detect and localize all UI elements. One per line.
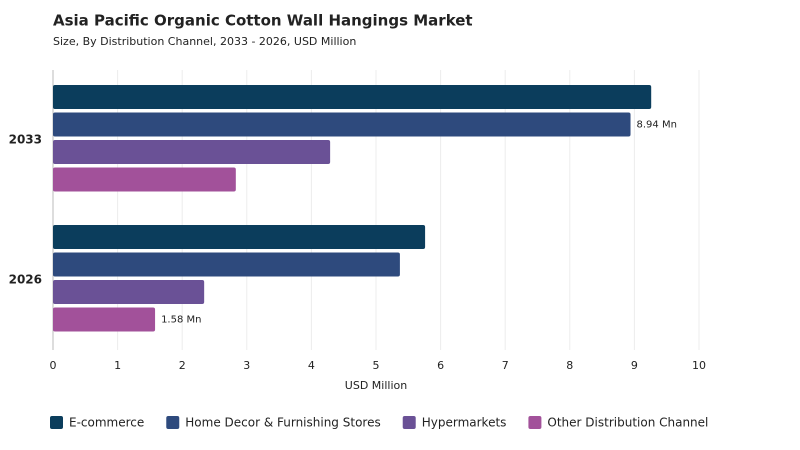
legend-label: Hypermarkets bbox=[422, 416, 507, 430]
data-label: 1.58 Mn bbox=[161, 315, 201, 326]
bar bbox=[53, 307, 156, 332]
bar bbox=[53, 112, 631, 137]
x-tick-label: 6 bbox=[437, 359, 444, 372]
chart-subtitle: Size, By Distribution Channel, 2033 - 20… bbox=[53, 35, 356, 48]
legend-swatch bbox=[402, 416, 416, 429]
legend-label: Home Decor & Furnishing Stores bbox=[185, 416, 380, 430]
bar bbox=[53, 167, 236, 192]
x-tick-label: 3 bbox=[243, 359, 250, 372]
legend-swatch bbox=[528, 416, 542, 429]
x-tick-label: 8 bbox=[566, 359, 573, 372]
legend-swatch bbox=[166, 416, 180, 429]
x-axis-title: USD Million bbox=[345, 379, 407, 392]
legend-label: Other Distribution Channel bbox=[547, 416, 708, 430]
bar bbox=[53, 280, 205, 304]
x-tick-label: 2 bbox=[179, 359, 186, 372]
data-label: 8.94 Mn bbox=[637, 120, 677, 131]
legend-swatch bbox=[50, 416, 63, 429]
bar bbox=[53, 140, 331, 164]
chart-title: Asia Pacific Organic Cotton Wall Hanging… bbox=[53, 12, 473, 30]
y-tick-label: 2026 bbox=[9, 273, 42, 287]
y-tick-label: 2033 bbox=[9, 133, 42, 147]
legend-label: E-commerce bbox=[69, 416, 144, 430]
bar bbox=[53, 225, 426, 249]
x-tick-label: 4 bbox=[308, 359, 315, 372]
x-tick-label: 10 bbox=[692, 359, 706, 372]
x-tick-label: 9 bbox=[631, 359, 638, 372]
x-tick-label: 0 bbox=[50, 359, 57, 372]
bar bbox=[53, 252, 400, 277]
x-tick-label: 5 bbox=[373, 359, 380, 372]
x-tick-label: 1 bbox=[114, 359, 121, 372]
bar bbox=[53, 85, 652, 109]
x-tick-label: 7 bbox=[502, 359, 509, 372]
